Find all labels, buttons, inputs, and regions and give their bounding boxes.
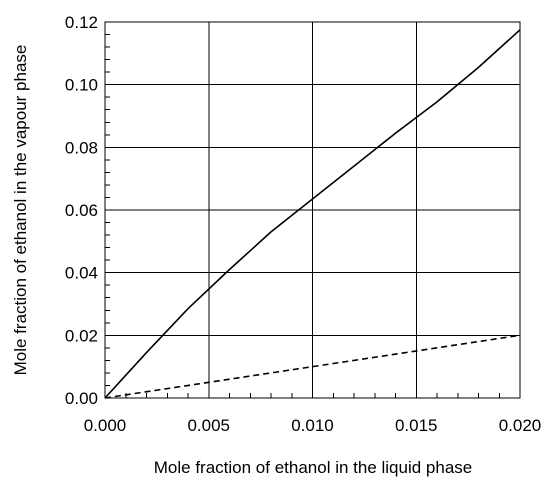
y-tick-label: 0.04 bbox=[65, 264, 98, 283]
x-tick-label: 0.015 bbox=[395, 416, 438, 435]
x-tick-label: 0.000 bbox=[84, 416, 127, 435]
x-axis-title: Mole fraction of ethanol in the liquid p… bbox=[154, 458, 472, 477]
plot-frame bbox=[104, 21, 521, 399]
x-tick-label: 0.005 bbox=[187, 416, 230, 435]
y-tick-label: 0.08 bbox=[65, 138, 98, 157]
x-tick-label: 0.010 bbox=[291, 416, 334, 435]
x-tick-label: 0.020 bbox=[499, 416, 542, 435]
y-tick-label: 0.00 bbox=[65, 389, 98, 408]
y-tick-label: 0.12 bbox=[65, 13, 98, 32]
y-tick-label: 0.06 bbox=[65, 201, 98, 220]
series-line-solid bbox=[104, 29, 521, 399]
x-tick-labels: 0.000 0.005 0.010 0.015 0.020 bbox=[84, 416, 542, 435]
y-tick-label: 0.10 bbox=[65, 76, 98, 95]
y-axis-title: Mole fraction of ethanol in the vapour p… bbox=[11, 45, 30, 376]
grid-lines bbox=[104, 21, 521, 399]
series-lines bbox=[104, 29, 521, 399]
minor-ticks bbox=[105, 34, 500, 398]
y-tick-labels: 0.00 0.02 0.04 0.06 0.08 0.10 0.12 bbox=[65, 13, 98, 408]
y-tick-label: 0.02 bbox=[65, 326, 98, 345]
